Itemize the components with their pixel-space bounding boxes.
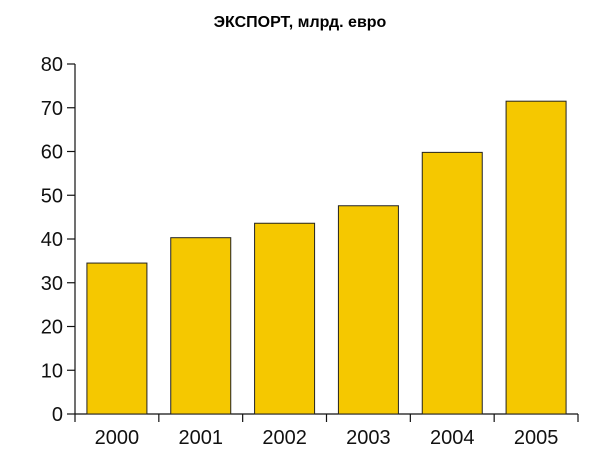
bar-2004: [421, 151, 483, 415]
y-tick-label: 40: [41, 229, 63, 251]
bar-2003: [337, 205, 399, 415]
x-tick-label: 2005: [514, 427, 559, 449]
x-tick-label: 2002: [262, 427, 307, 449]
x-tick-label: 2004: [430, 427, 475, 449]
y-tick-label: 0: [52, 404, 63, 426]
y-axis: 0 10 20 30 40 50 60 70 80: [41, 54, 76, 426]
x-tick-label: 2000: [95, 427, 140, 449]
y-tick-label: 70: [41, 98, 63, 120]
y-tick-label: 80: [41, 54, 63, 76]
y-tick-label: 50: [41, 185, 63, 207]
bar-2005: [505, 100, 567, 415]
y-tick-label: 10: [41, 360, 63, 382]
chart-title: ЭКСПОРТ, млрд. евро: [213, 14, 387, 31]
x-axis: 2000 2001 2002 2003 2004 2005: [74, 413, 579, 449]
bars: [86, 100, 567, 415]
bar-2002: [254, 222, 316, 415]
x-tick-label: 2001: [179, 427, 224, 449]
y-tick-label: 30: [41, 273, 63, 295]
bar-2000: [86, 262, 148, 415]
y-tick-label: 20: [41, 317, 63, 339]
bar-2001: [170, 237, 232, 415]
y-tick-label: 60: [41, 142, 63, 164]
x-tick-label: 2003: [346, 427, 391, 449]
